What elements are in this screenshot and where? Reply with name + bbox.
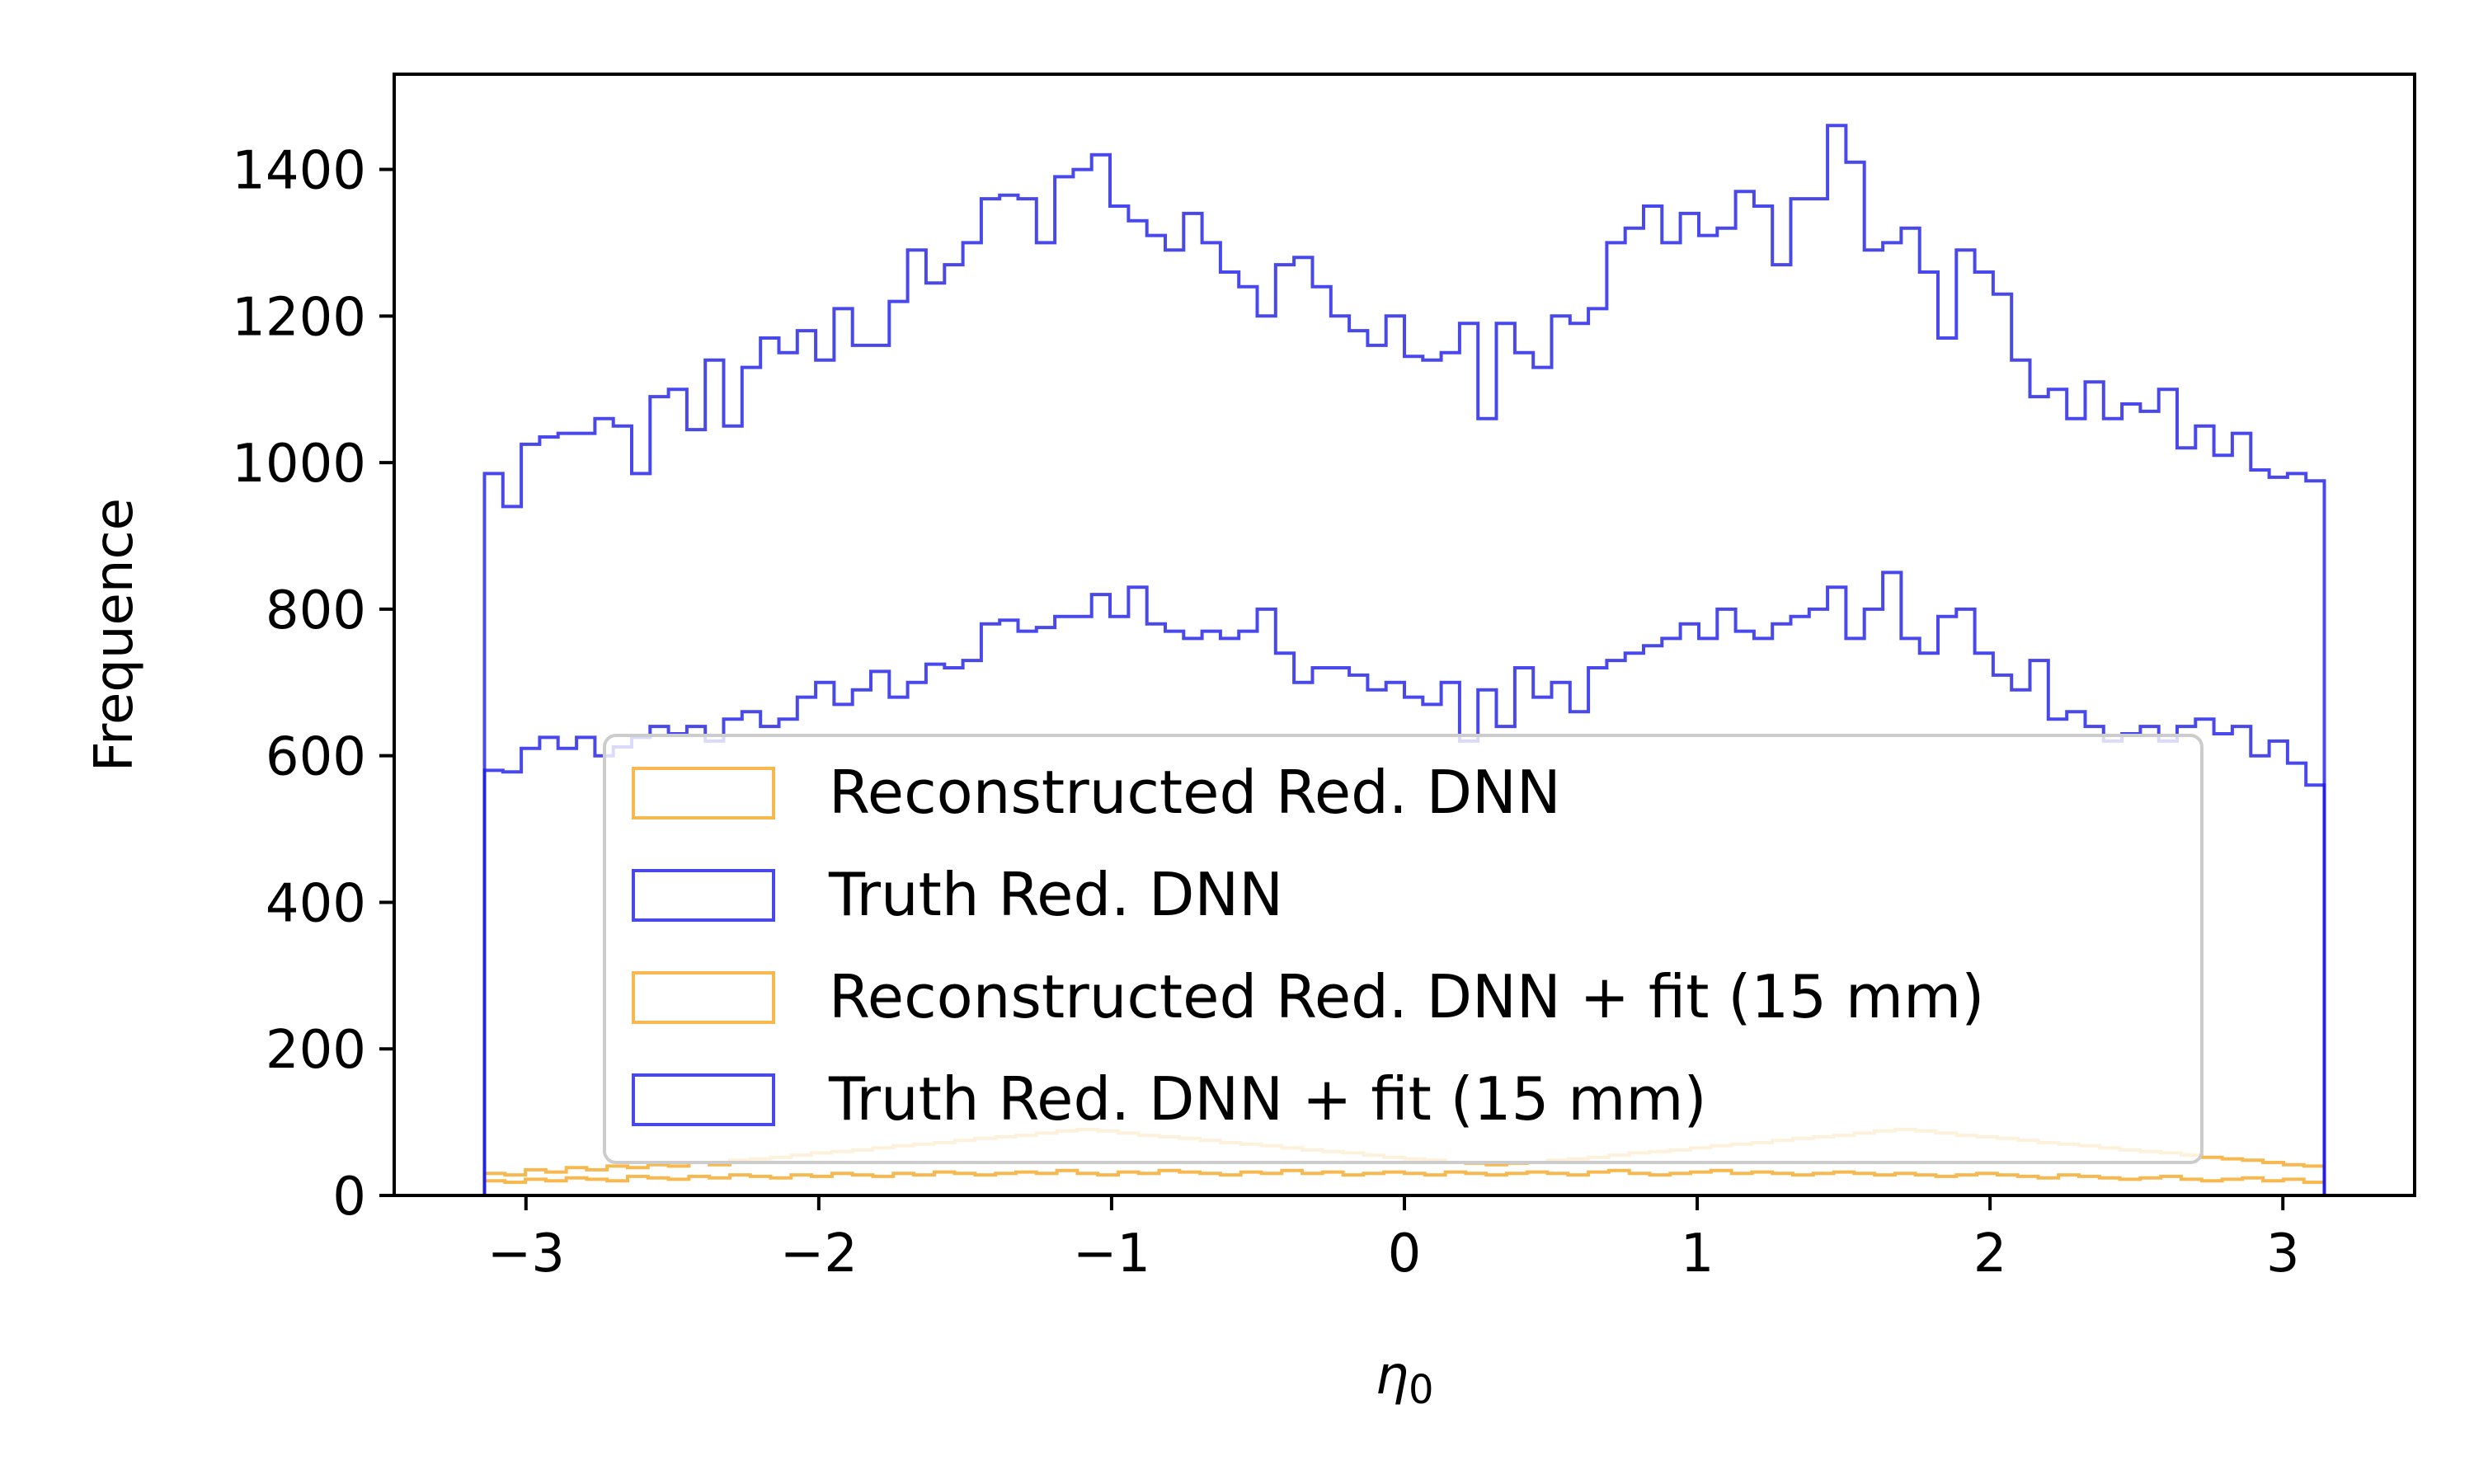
x-tick-label: −1: [1073, 1223, 1150, 1284]
y-tick-label: 1000: [232, 434, 366, 495]
legend-label-1: Truth Red. DNN: [828, 860, 1283, 929]
legend-label-3: Truth Red. DNN + fit (15 mm): [828, 1064, 1707, 1134]
x-tick-label: 0: [1388, 1223, 1422, 1284]
legend-swatch-2: [632, 971, 775, 1024]
legend-swatch-1: [632, 869, 775, 922]
y-tick-label: 1400: [232, 141, 366, 202]
y-axis-ticks: 0 200 400 600 800 1000 1200 1400: [232, 141, 394, 1228]
legend-label-0: Reconstructed Red. DNN: [829, 758, 1561, 827]
y-tick-label: 800: [266, 580, 366, 641]
series-0-histogram-step: [482, 1168, 2326, 1195]
legend-label-2: Reconstructed Red. DNN + fit (15 mm): [829, 962, 1984, 1031]
x-tick-label: 2: [1973, 1223, 2007, 1284]
x-tick-label: 1: [1681, 1223, 1714, 1284]
series-1-histogram-step: [482, 571, 2326, 1195]
x-tick-label: −3: [487, 1223, 565, 1284]
x-tick-label: 3: [2266, 1223, 2300, 1284]
series-3-histogram-step: [482, 124, 2326, 1195]
legend-box: [603, 734, 2204, 1164]
y-tick-label: 0: [332, 1167, 366, 1228]
x-axis-ticks: −3 −2 −1 0 1 2 3: [487, 1195, 2300, 1284]
y-tick-label: 1200: [232, 287, 366, 348]
x-axis-label: η0: [1375, 1345, 1433, 1413]
legend-swatch-0: [632, 767, 775, 819]
x-axis-label-subscript: 0: [1409, 1367, 1434, 1413]
x-tick-label: −2: [780, 1223, 858, 1284]
x-axis-label-main: η: [1375, 1345, 1409, 1407]
legend: Reconstructed Red. DNN Truth Red. DNN Re…: [603, 734, 2204, 1164]
y-tick-label: 400: [266, 873, 366, 934]
y-tick-label: 200: [266, 1020, 366, 1081]
y-axis-label: Frequence: [84, 498, 145, 772]
y-tick-label: 600: [266, 727, 366, 788]
legend-swatch-3: [632, 1073, 775, 1126]
